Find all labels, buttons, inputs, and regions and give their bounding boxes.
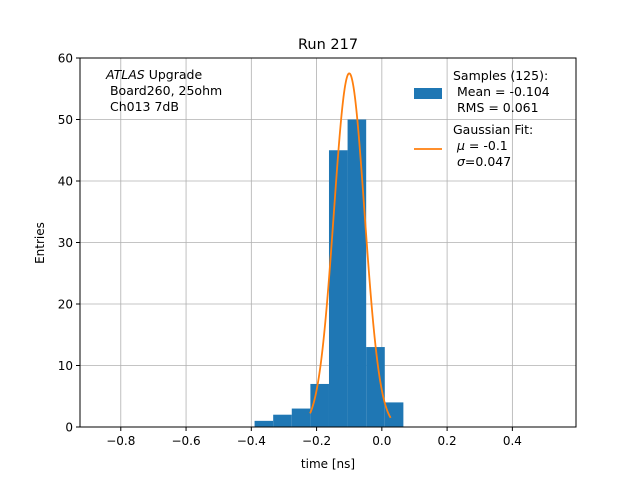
x-tick-label: −0.6 xyxy=(171,434,200,448)
histogram-bar xyxy=(328,150,348,427)
y-tick-label: 50 xyxy=(58,113,73,127)
legend-mu-symbol: μ xyxy=(456,138,465,153)
gaussian-fit xyxy=(309,72,392,419)
legend-samples-swatch xyxy=(414,88,442,99)
y-tick-label: 40 xyxy=(58,175,73,189)
x-tick-label: −0.2 xyxy=(302,434,331,448)
y-tick-label: 60 xyxy=(58,52,73,66)
legend-rms-label: RMS = 0.061 xyxy=(453,100,539,115)
legend-sigma-symbol: σ xyxy=(457,154,466,169)
svg-text:μ = -0.1: μ = -0.1 xyxy=(453,138,508,153)
histogram-bar xyxy=(254,420,274,427)
histogram-bar xyxy=(366,347,385,427)
legend-mean-label: Mean = -0.104 xyxy=(453,84,550,99)
y-axis-ticks: 0 10 20 30 40 50 60 xyxy=(58,52,80,435)
annotation-upgrade: Upgrade xyxy=(145,67,203,82)
svg-text:ATLAS Upgrade: ATLAS Upgrade xyxy=(105,67,202,82)
x-tick-label: −0.4 xyxy=(237,434,266,448)
legend-samples-label: Samples (125): xyxy=(453,68,548,83)
legend-mu-value: = -0.1 xyxy=(465,138,508,153)
x-tick-label: 0.2 xyxy=(438,434,457,448)
histogram-bar xyxy=(384,402,404,427)
x-tick-label: −0.8 xyxy=(106,434,135,448)
legend-sigma-value: =0.047 xyxy=(465,154,511,169)
histogram-bar xyxy=(347,119,367,427)
y-tick-label: 20 xyxy=(58,298,73,312)
gaussian-fit-curve xyxy=(309,72,392,419)
annotation-channel: Ch013 7dB xyxy=(106,99,179,114)
legend: Samples (125): Mean = -0.104 RMS = 0.061… xyxy=(414,68,550,169)
y-tick-label: 30 xyxy=(58,236,73,250)
y-axis-label: Entries xyxy=(33,222,47,264)
chart-title: Run 217 xyxy=(298,37,358,53)
legend-fit-label: Gaussian Fit: xyxy=(453,122,533,137)
histogram-bar xyxy=(291,408,311,427)
atlas-annotation: ATLAS Upgrade Board260, 25ohm Ch013 7dB xyxy=(105,67,222,114)
x-axis-ticks: −0.8 −0.6 −0.4 −0.2 0.0 0.2 0.4 xyxy=(106,427,522,448)
svg-text:σ=0.047: σ=0.047 xyxy=(453,154,511,169)
x-tick-label: 0.0 xyxy=(372,434,391,448)
annotation-board: Board260, 25ohm xyxy=(106,83,222,98)
histogram-bar xyxy=(273,414,292,427)
annotation-atlas: ATLAS xyxy=(105,67,145,82)
y-tick-label: 10 xyxy=(58,359,73,373)
y-tick-label: 0 xyxy=(65,421,73,435)
x-tick-label: 0.4 xyxy=(503,434,522,448)
x-axis-label: time [ns] xyxy=(301,457,355,471)
